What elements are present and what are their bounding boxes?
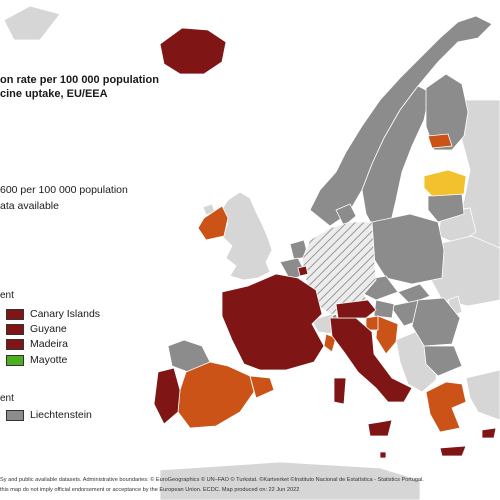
map-title-line2: cine uptake, EU/EEA bbox=[0, 88, 108, 100]
malta bbox=[379, 451, 387, 459]
outermost-heading: ent bbox=[0, 290, 14, 301]
catalonia-region bbox=[249, 375, 275, 399]
portugal bbox=[153, 367, 181, 425]
austria-east bbox=[373, 299, 395, 319]
crete bbox=[439, 445, 467, 457]
legend-label-canary-islands: Canary Islands bbox=[30, 308, 101, 320]
legend-no-data-label: ata available bbox=[0, 200, 59, 212]
footer-sources: Sy and public available datasets. Admini… bbox=[0, 477, 424, 483]
uk-great-britain bbox=[219, 191, 273, 281]
turkey bbox=[465, 369, 500, 421]
legend-threshold-label: 600 per 100 000 population bbox=[0, 184, 128, 196]
finland bbox=[425, 73, 469, 151]
map-title-line1: on rate per 100 000 population bbox=[0, 74, 159, 86]
italy bbox=[329, 317, 413, 403]
small-countries-heading: ent bbox=[0, 393, 14, 404]
footer-disclaimer: this map do not imply official endorseme… bbox=[0, 487, 300, 493]
cyprus bbox=[481, 427, 497, 439]
legend-label-madeira: Madeira bbox=[30, 338, 68, 350]
austria bbox=[335, 299, 377, 319]
dark-red-countries bbox=[153, 27, 497, 459]
iceland bbox=[159, 27, 227, 75]
luxembourg bbox=[297, 265, 309, 277]
ukraine bbox=[429, 235, 500, 307]
north-africa bbox=[159, 461, 421, 500]
non-eu-land bbox=[3, 5, 500, 500]
poland bbox=[371, 213, 445, 285]
sicily bbox=[367, 419, 393, 437]
legend-swatch-liechtenstein bbox=[6, 410, 24, 421]
orange-countries bbox=[177, 133, 467, 433]
slovakia bbox=[397, 283, 431, 305]
croatia bbox=[375, 315, 399, 355]
bulgaria bbox=[423, 345, 463, 377]
ireland bbox=[197, 205, 229, 241]
france bbox=[221, 273, 325, 371]
legend-label-mayotte: Mayotte bbox=[30, 354, 68, 366]
estonia bbox=[427, 133, 453, 149]
slovenia-orange bbox=[365, 315, 379, 331]
sardinia bbox=[333, 377, 347, 405]
legend-label-guyane: Guyane bbox=[30, 323, 67, 335]
legend-label-liechtenstein: Liechtenstein bbox=[30, 409, 92, 421]
latvia bbox=[423, 169, 467, 197]
romania bbox=[411, 297, 461, 347]
greece bbox=[425, 381, 467, 433]
denmark bbox=[335, 203, 357, 227]
greenland-tip bbox=[3, 5, 61, 41]
spain bbox=[177, 361, 255, 429]
legend-swatch-madeira bbox=[6, 339, 24, 350]
legend-swatch-guyane bbox=[6, 324, 24, 335]
legend-swatch-canary-islands bbox=[6, 309, 24, 320]
legend-swatch-mayotte bbox=[6, 355, 24, 366]
